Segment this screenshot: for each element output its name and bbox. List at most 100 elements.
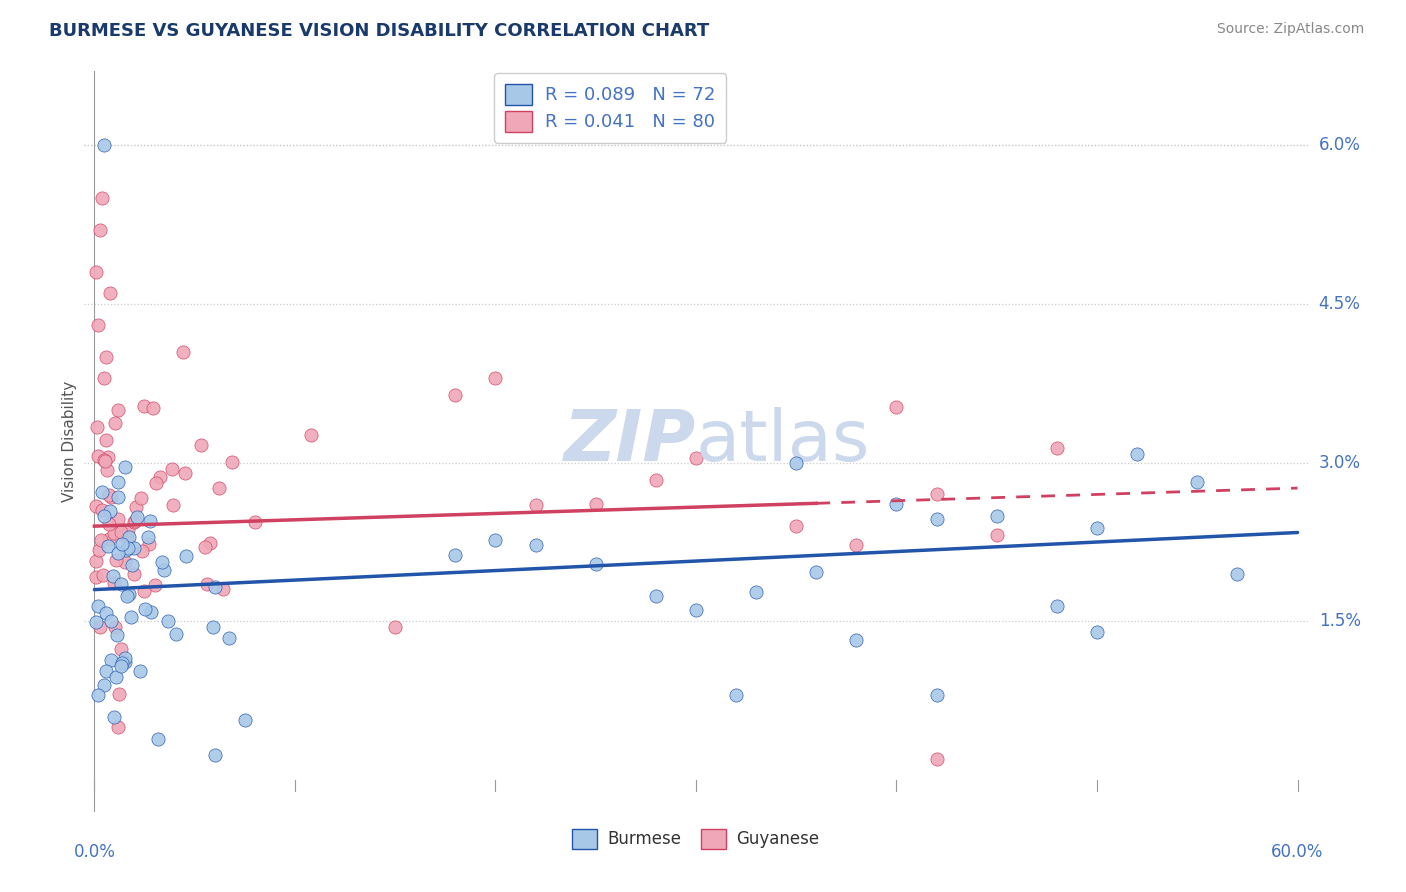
Point [103,569,125,583]
Point [89,223,111,237]
Point [114,651,136,665]
Point [925,752,948,766]
Point [1187,475,1209,490]
Point [785,518,807,533]
Point [122,567,145,582]
Point [925,689,948,703]
Point [107,402,129,417]
Text: 4.5%: 4.5% [1319,295,1361,313]
Point [117,541,139,555]
Point [124,515,146,529]
Point [141,605,163,619]
Point [107,512,129,526]
Point [111,656,134,670]
Point [93,138,115,153]
Point [107,546,129,560]
Point [202,619,225,633]
Point [86,570,108,584]
Point [644,473,666,487]
Point [87,688,110,702]
Point [86,499,108,513]
Point [86,420,108,434]
Point [129,665,152,679]
Point [90,485,112,500]
Point [96,539,118,553]
Point [90,533,112,548]
Point [118,530,141,544]
Point [162,498,184,512]
Point [86,449,108,463]
Point [150,555,173,569]
Point [146,731,169,746]
Point [97,488,120,502]
Point [115,589,138,603]
Text: 6.0%: 6.0% [1319,136,1361,154]
Point [100,653,122,667]
Point [125,510,148,524]
Point [122,541,145,555]
Point [725,689,748,703]
Point [194,540,217,554]
Point [87,318,110,333]
Point [89,543,111,558]
Point [104,553,127,567]
Point [125,500,148,515]
Point [1046,442,1069,456]
Point [93,371,115,385]
Point [96,665,118,679]
Point [845,538,868,552]
Point [121,610,143,624]
Point [204,747,226,762]
Point [198,536,221,550]
Point [121,558,143,573]
Point [103,709,125,723]
Point [104,620,127,634]
Text: ZIP: ZIP [564,407,696,476]
Point [100,614,122,628]
Point [110,658,132,673]
Point [110,577,132,591]
Point [1085,624,1108,639]
Point [444,388,467,402]
Point [115,542,138,557]
Point [806,565,828,579]
Point [139,514,162,528]
Point [103,575,125,590]
Point [93,678,115,692]
Point [585,557,607,571]
Text: Source: ZipAtlas.com: Source: ZipAtlas.com [1216,22,1364,37]
Point [886,400,908,414]
Point [444,548,467,562]
Point [243,515,266,529]
Point [115,531,138,545]
Point [96,462,118,476]
Point [86,615,108,629]
Point [105,628,128,642]
Point [86,554,108,568]
Point [124,514,146,528]
Point [172,345,194,359]
Point [685,450,707,465]
Point [142,401,165,416]
Point [89,619,111,633]
Point [132,584,155,599]
Text: 0.0%: 0.0% [73,844,115,862]
Point [91,568,114,582]
Point [233,713,256,727]
Point [87,599,110,613]
Point [107,491,129,505]
Point [132,399,155,413]
Point [195,577,218,591]
Point [685,603,707,617]
Point [97,450,120,465]
Legend: Burmese, Guyanese: Burmese, Guyanese [565,822,827,855]
Point [114,655,136,669]
Point [524,537,547,551]
Point [886,496,908,510]
Point [100,491,122,505]
Point [160,462,183,476]
Point [86,265,108,279]
Point [107,720,129,734]
Point [117,523,139,537]
Y-axis label: Vision Disability: Vision Disability [62,381,77,502]
